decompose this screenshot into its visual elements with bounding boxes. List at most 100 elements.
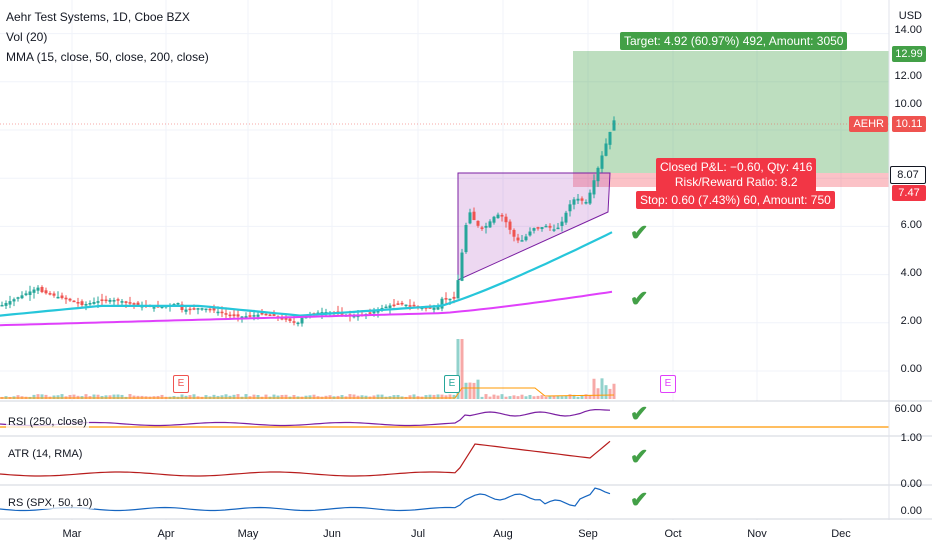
volume-bar xyxy=(528,394,532,399)
volume-bar xyxy=(432,394,436,399)
volume-bar xyxy=(312,394,316,399)
candle-body xyxy=(224,313,228,315)
candle-body xyxy=(40,286,44,293)
volume-bar xyxy=(104,395,108,399)
y-tick-6: 6.00 xyxy=(900,219,922,231)
x-tick-may: May xyxy=(237,528,259,540)
volume-bar xyxy=(516,396,520,399)
sub-pane-bg xyxy=(0,401,889,519)
volume-bar xyxy=(212,394,216,399)
candle-body xyxy=(440,298,444,309)
candle-body xyxy=(244,316,248,318)
candle-body xyxy=(44,290,48,294)
rsi-tick: 60.00 xyxy=(894,403,922,415)
last-price-tag: 10.11 xyxy=(892,116,926,132)
candle-body xyxy=(92,302,96,304)
candle-body xyxy=(112,300,116,302)
volume-bar xyxy=(16,395,20,399)
earnings-marker-1[interactable]: E xyxy=(173,375,189,393)
volume-bar xyxy=(580,394,584,399)
volume-bar xyxy=(544,396,548,399)
candle-body xyxy=(108,299,112,302)
candle-body xyxy=(532,228,536,231)
candle-body xyxy=(200,308,204,310)
candle-body xyxy=(536,227,540,229)
y-tick-4: 4.00 xyxy=(900,267,922,279)
target-label: Target: 4.92 (60.97%) 492, Amount: 3050 xyxy=(620,32,848,50)
volume-bar xyxy=(284,394,288,399)
candle-body xyxy=(16,297,20,299)
candle-body xyxy=(204,308,208,311)
candle-body xyxy=(600,155,604,169)
volume-bar xyxy=(244,394,248,399)
volume-bar xyxy=(216,395,220,399)
volume-bar xyxy=(568,394,572,399)
volume-bar xyxy=(564,395,568,399)
target-zone xyxy=(573,51,889,173)
volume-bar xyxy=(116,394,120,399)
stop-price-tag: 7.47 xyxy=(892,185,926,201)
volume-bar xyxy=(560,396,564,399)
candle-body xyxy=(248,315,252,317)
candle-body xyxy=(516,237,520,241)
candle-body xyxy=(128,302,132,304)
candle-body xyxy=(384,306,388,309)
atr-pane-label[interactable]: ATR (14, RMA) xyxy=(6,448,85,460)
candle-body xyxy=(432,307,436,310)
mma-indicator-label[interactable]: MMA (15, close, 50, close, 200, close) xyxy=(6,50,209,64)
candle-body xyxy=(588,192,592,204)
candle-body xyxy=(100,299,104,301)
earnings-marker-3[interactable]: E xyxy=(660,375,676,393)
volume-bar xyxy=(328,395,332,399)
volume-bar xyxy=(308,395,312,399)
rsi-pane-label[interactable]: RSI (250, close) xyxy=(6,416,89,428)
volume-bar xyxy=(348,394,352,399)
check-icon: ✔ xyxy=(630,220,649,245)
volume-bar xyxy=(592,378,596,399)
volume-bar xyxy=(304,395,308,399)
candle-body xyxy=(468,212,472,224)
volume-bar xyxy=(256,395,260,399)
volume-bar xyxy=(604,385,608,399)
volume-bar xyxy=(508,396,512,399)
y-tick-2: 2.00 xyxy=(900,315,922,327)
candle-body xyxy=(300,317,304,324)
volume-bar xyxy=(436,394,440,399)
x-tick-jul: Jul xyxy=(410,528,426,540)
earnings-marker-2[interactable]: E xyxy=(444,375,460,393)
candle-body xyxy=(8,301,12,305)
candle-body xyxy=(176,302,180,305)
candle-body xyxy=(192,308,196,310)
volume-bar xyxy=(128,394,132,399)
volume-bar xyxy=(480,396,484,399)
candle-body xyxy=(72,300,76,303)
volume-bar xyxy=(364,395,368,399)
check-icon: ✔ xyxy=(630,444,649,469)
volume-bar xyxy=(324,395,328,399)
candle-body xyxy=(160,306,164,309)
volume-bar xyxy=(444,395,448,399)
candle-body xyxy=(12,299,16,302)
ma-15-line xyxy=(0,231,613,317)
volume-bar xyxy=(160,394,164,399)
rs-pane-label[interactable]: RS (SPX, 50, 10) xyxy=(6,497,95,509)
check-icon: ✔ xyxy=(630,487,649,512)
volume-bar xyxy=(496,395,500,399)
candle-body xyxy=(404,304,408,307)
volume-bar xyxy=(224,394,228,399)
volume-bar xyxy=(552,395,556,399)
volume-bar xyxy=(584,394,588,399)
volume-bar xyxy=(596,388,600,399)
candle-body xyxy=(488,221,492,228)
vol-indicator-label[interactable]: Vol (20) xyxy=(6,30,48,44)
volume-bar xyxy=(32,394,36,399)
candle-body xyxy=(596,167,600,182)
volume-bar xyxy=(424,395,428,399)
candle-body xyxy=(392,304,396,307)
volume-bar xyxy=(476,379,480,399)
candle-body xyxy=(528,231,532,236)
volume-bar xyxy=(484,394,488,399)
candle-body xyxy=(296,322,300,325)
candle-body xyxy=(608,131,612,145)
